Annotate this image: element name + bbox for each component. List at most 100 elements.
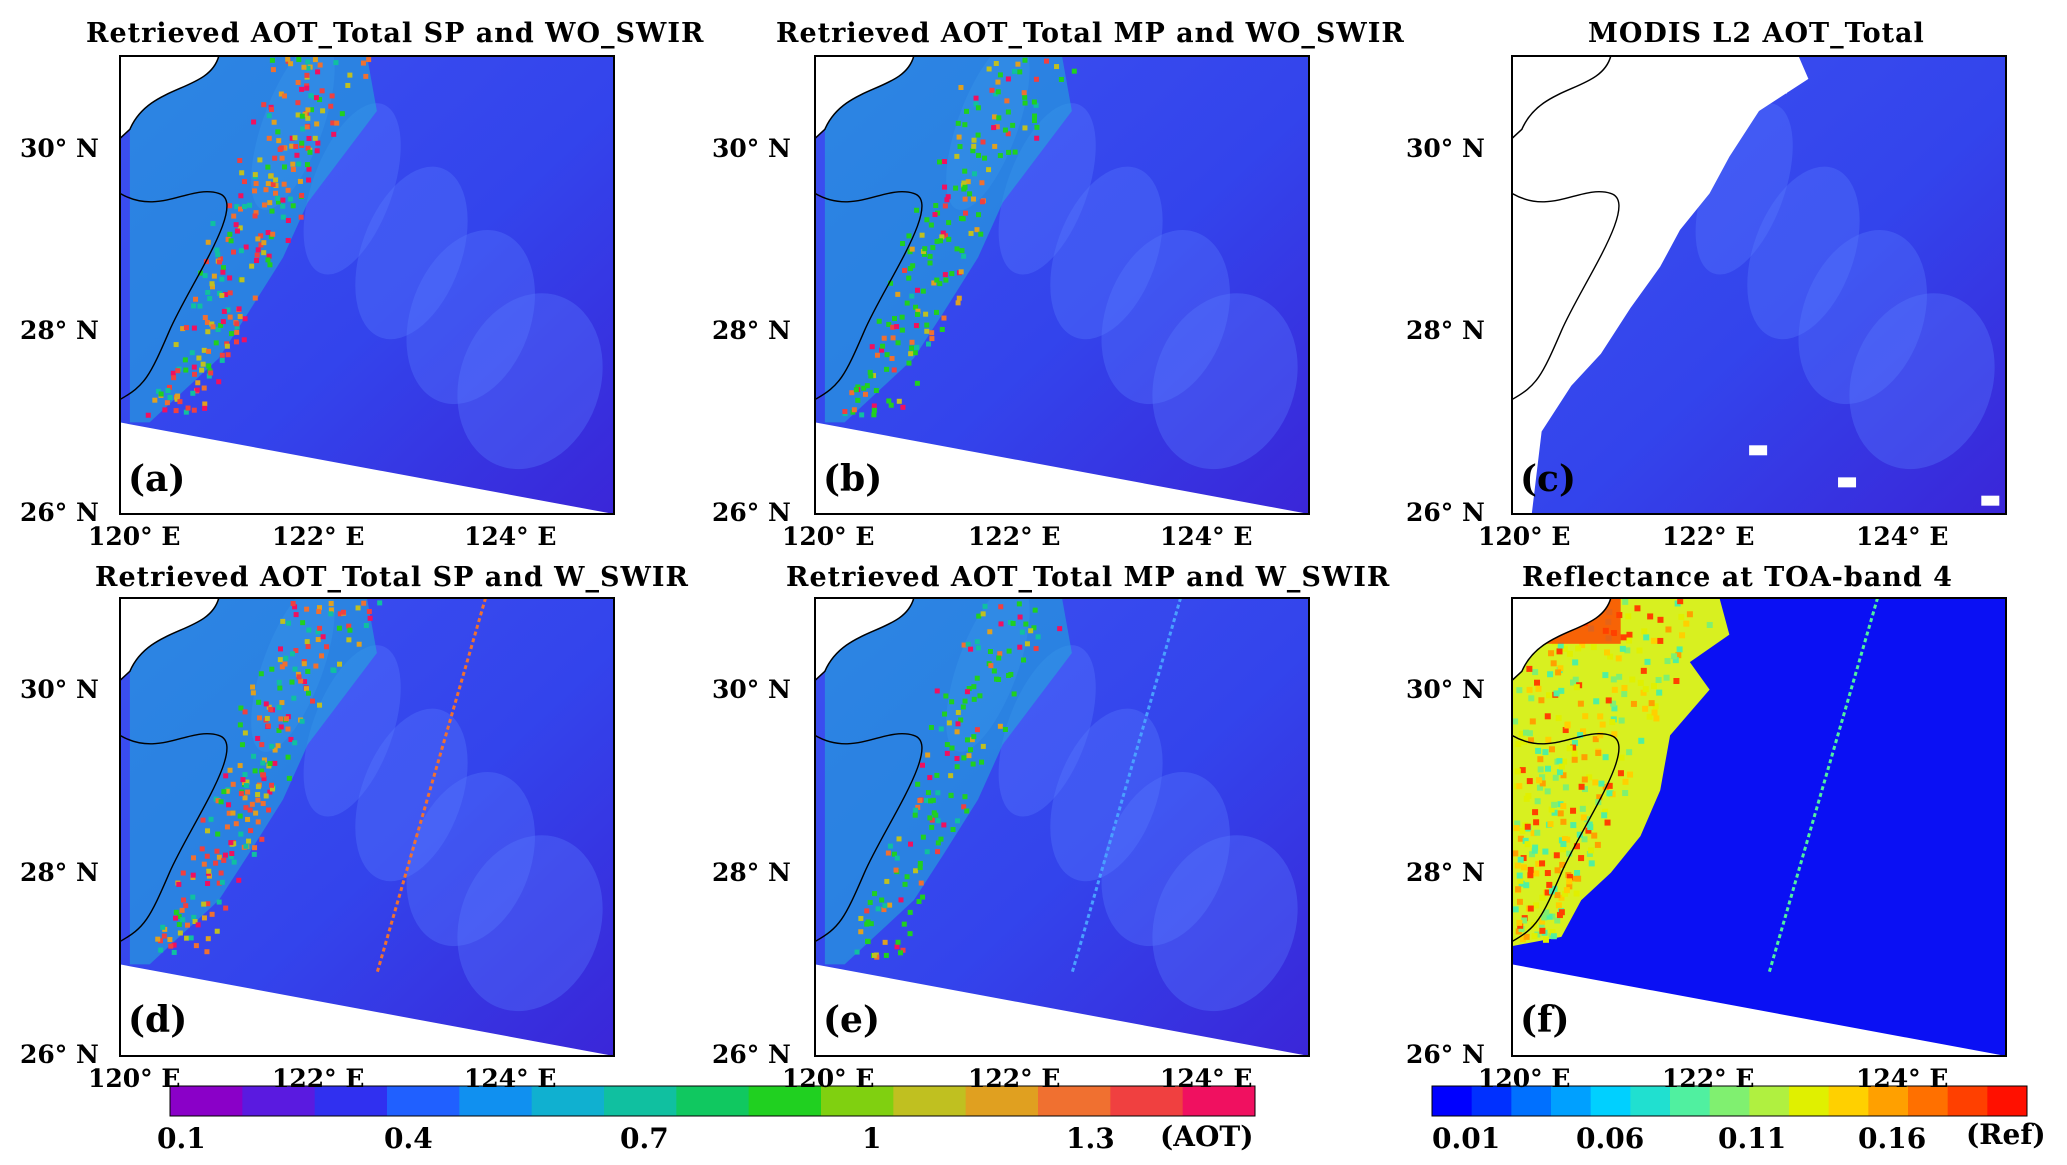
aot-colorbar-swatch	[531, 1086, 605, 1116]
ref-colorbar-swatch	[1590, 1086, 1631, 1116]
lon-tick: 120° E	[1478, 522, 1571, 551]
aot-colorbar-label: 1	[862, 1122, 882, 1155]
aot-colorbar-swatch	[821, 1086, 894, 1116]
aot-colorbar-swatch	[314, 1086, 388, 1116]
ref-colorbar-swatch	[1709, 1086, 1750, 1116]
no-data-wedge	[120, 422, 614, 514]
ref-colorbar-label: 0.06	[1576, 1122, 1645, 1155]
no-data-wedge	[1512, 964, 2006, 1056]
panel-d-label: (d)	[128, 999, 188, 1041]
aot-colorbar-swatch	[242, 1086, 316, 1116]
ref-colorbar-swatch	[1908, 1086, 1949, 1116]
ref-colorbar-swatch	[1868, 1086, 1909, 1116]
aot-colorbar-swatch	[1038, 1086, 1111, 1116]
lon-tick: 120° E	[782, 1064, 875, 1093]
ref-colorbar-swatch	[1789, 1086, 1830, 1116]
lon-tick: 122° E	[968, 1064, 1061, 1093]
ref-colorbar-swatch	[1471, 1086, 1512, 1116]
lat-tick: 28° N	[1406, 316, 1485, 345]
aot-colorbar-swatch	[965, 1086, 1039, 1116]
ref-colorbar-label: 0.01	[1432, 1122, 1501, 1155]
aot-colorbar-label: 0.7	[620, 1122, 669, 1155]
panel-a-label: (a)	[128, 458, 186, 500]
aot-colorbar	[169, 1085, 1256, 1117]
lat-tick: 28° N	[1406, 858, 1485, 887]
lat-tick: 28° N	[712, 858, 791, 887]
lon-tick: 120° E	[1478, 1064, 1571, 1093]
panel-c-title: MODIS L2 AOT_Total	[1588, 18, 1925, 49]
panel-b-title: Retrieved AOT_Total MP and WO_SWIR	[776, 18, 1405, 49]
ref-colorbar-swatch	[1749, 1086, 1790, 1116]
swath-stripe	[1767, 598, 1880, 974]
aot-colorbar-swatch	[1182, 1086, 1256, 1116]
map-panel-e	[814, 597, 1310, 1057]
coastline	[1512, 56, 1612, 140]
lon-tick: 122° E	[968, 522, 1061, 551]
ref-colorbar-swatch	[1670, 1086, 1711, 1116]
panel-c-label: (c)	[1520, 458, 1576, 500]
aot-colorbar-label: 0.4	[384, 1122, 433, 1155]
map-panel-a	[119, 55, 615, 515]
lat-tick: 30° N	[712, 675, 791, 704]
lat-tick: 28° N	[712, 316, 791, 345]
no-data-wedge	[815, 422, 1309, 514]
aot-colorbar-swatch	[387, 1086, 460, 1116]
map-panel-c	[1511, 55, 2007, 515]
ref-colorbar-swatch	[1630, 1086, 1671, 1116]
lat-tick: 26° N	[712, 498, 791, 527]
lon-tick: 124° E	[1856, 522, 1949, 551]
coastline	[1512, 598, 1612, 682]
panel-e-label: (e)	[823, 999, 880, 1041]
ref-colorbar	[1431, 1085, 2028, 1117]
ref-colorbar-label: 0.11	[1718, 1122, 1787, 1155]
aot-colorbar-label: 1.3	[1066, 1122, 1115, 1155]
aot-colorbar-swatch	[459, 1086, 533, 1116]
lon-tick: 120° E	[88, 1064, 181, 1093]
no-data-wedge	[120, 964, 614, 1056]
panel-d-title: Retrieved AOT_Total SP and W_SWIR	[95, 562, 689, 593]
lon-tick: 124° E	[464, 522, 557, 551]
lon-tick: 124° E	[1160, 522, 1253, 551]
lat-tick: 26° N	[20, 498, 99, 527]
aot-colorbar-swatch	[1110, 1086, 1184, 1116]
aot-colorbar-swatch	[604, 1086, 677, 1116]
lat-tick: 28° N	[20, 858, 99, 887]
aot-colorbar-swatch	[676, 1086, 750, 1116]
ref-colorbar-swatch	[1987, 1086, 2028, 1116]
lon-tick: 124° E	[464, 1064, 557, 1093]
lon-tick: 122° E	[272, 522, 365, 551]
aot-colorbar-swatch	[748, 1086, 822, 1116]
aot-colorbar-label: 0.1	[157, 1122, 206, 1155]
panel-frame	[814, 55, 1310, 515]
map-panel-d	[119, 597, 615, 1057]
panel-frame	[1511, 55, 2007, 515]
panel-b-label: (b)	[823, 458, 883, 500]
panel-f-label: (f)	[1520, 999, 1570, 1041]
swath-stripe	[375, 598, 488, 974]
lat-tick: 30° N	[1406, 134, 1485, 163]
ref-colorbar-swatch	[1511, 1086, 1552, 1116]
panel-frame	[814, 597, 1310, 1057]
panel-frame	[119, 55, 615, 515]
lon-tick: 122° E	[1662, 1064, 1755, 1093]
ref-colorbar-swatch	[1432, 1086, 1473, 1116]
lon-tick: 120° E	[88, 522, 181, 551]
lat-tick: 28° N	[20, 316, 99, 345]
map-panel-b	[814, 55, 1310, 515]
lat-tick: 26° N	[712, 1040, 791, 1069]
lon-tick: 122° E	[272, 1064, 365, 1093]
ref-colorbar-label: 0.16	[1858, 1122, 1927, 1155]
ref-colorbar-swatch	[1947, 1086, 1988, 1116]
ref-colorbar-swatch	[1828, 1086, 1869, 1116]
aot-colorbar-unit: (AOT)	[1160, 1120, 1254, 1153]
lat-tick: 30° N	[20, 134, 99, 163]
no-data-wedge	[815, 964, 1309, 1056]
ref-colorbar-unit: (Ref)	[1966, 1118, 2046, 1151]
panel-f-title: Reflectance at TOA-band 4	[1522, 562, 1953, 593]
panel-frame	[1511, 597, 2007, 1057]
map-panel-f	[1511, 597, 2007, 1057]
missing-data-area	[1512, 56, 1809, 514]
lat-tick: 30° N	[20, 675, 99, 704]
aot-colorbar-swatch	[170, 1086, 243, 1116]
